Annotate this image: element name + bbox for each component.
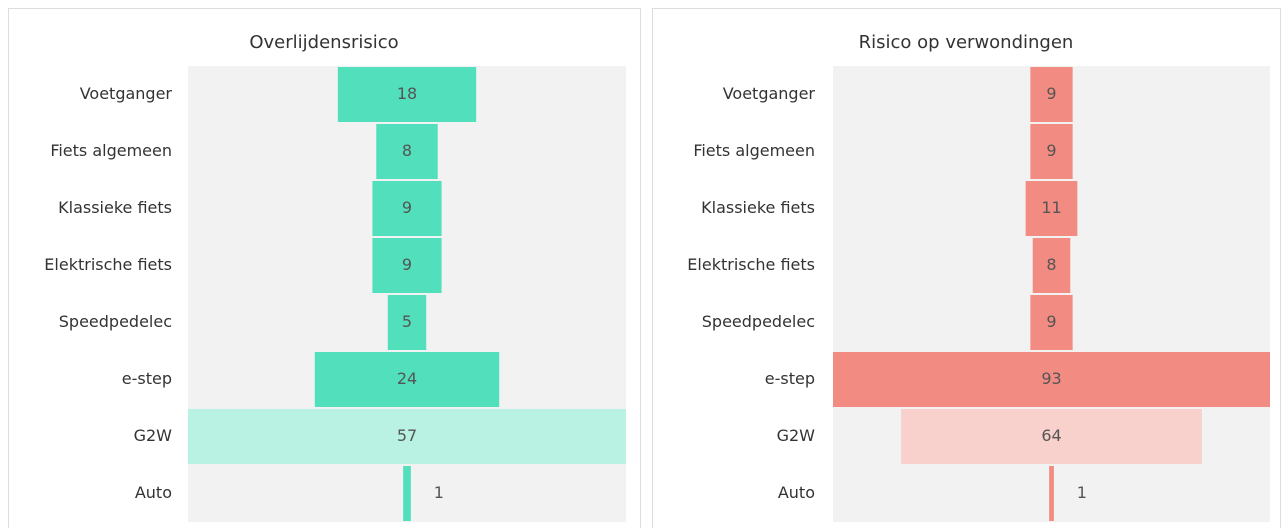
category-label: Voetganger xyxy=(723,84,816,103)
value-label: 18 xyxy=(397,84,417,103)
funnel-bar xyxy=(833,352,1270,407)
funnel-bar xyxy=(1032,238,1071,293)
category-label: Auto xyxy=(135,483,172,502)
category-label: Speedpedelec xyxy=(59,312,172,331)
value-label: 1 xyxy=(434,483,444,502)
category-label: Klassieke fiets xyxy=(701,198,815,217)
chart-title: Risico op verwondingen xyxy=(859,32,1074,53)
funnel-bar xyxy=(372,238,442,293)
value-label: 24 xyxy=(397,369,417,388)
value-label: 1 xyxy=(1077,483,1087,502)
category-label: Speedpedelec xyxy=(702,312,815,331)
funnel-bar xyxy=(1030,67,1073,122)
value-label: 5 xyxy=(402,312,412,331)
funnel-bar xyxy=(1049,466,1054,521)
value-label: 9 xyxy=(402,255,412,274)
category-label: e-step xyxy=(765,369,815,388)
funnel-bar xyxy=(337,67,477,122)
value-label: 9 xyxy=(402,198,412,217)
funnel-bar xyxy=(314,352,500,407)
category-label: Auto xyxy=(778,483,815,502)
panel-border xyxy=(652,8,1281,532)
category-label: Elektrische fiets xyxy=(44,255,172,274)
value-label: 9 xyxy=(1046,141,1056,160)
value-label: 9 xyxy=(1046,84,1056,103)
funnel-bar xyxy=(403,466,411,521)
funnel-bar xyxy=(387,295,427,350)
category-label: Elektrische fiets xyxy=(687,255,815,274)
funnel-bar xyxy=(376,124,438,179)
value-label: 57 xyxy=(397,426,417,445)
funnel-bar xyxy=(372,181,442,236)
chart-title: Overlijdensrisico xyxy=(249,32,398,53)
category-label: G2W xyxy=(777,426,816,445)
panel-border xyxy=(8,8,641,532)
funnel-bar xyxy=(188,409,626,464)
category-label: Fiets algemeen xyxy=(693,141,815,160)
funnel-bar xyxy=(1030,124,1073,179)
value-label: 9 xyxy=(1046,312,1056,331)
funnel-bar xyxy=(901,409,1202,464)
category-label: e-step xyxy=(122,369,172,388)
value-label: 8 xyxy=(402,141,412,160)
category-label: G2W xyxy=(134,426,173,445)
value-label: 93 xyxy=(1041,369,1061,388)
value-label: 8 xyxy=(1046,255,1056,274)
category-label: Klassieke fiets xyxy=(58,198,172,217)
funnel-bar xyxy=(1025,181,1078,236)
value-label: 64 xyxy=(1041,426,1061,445)
value-label: 11 xyxy=(1041,198,1061,217)
category-label: Voetganger xyxy=(80,84,173,103)
category-label: Fiets algemeen xyxy=(50,141,172,160)
funnel-bar xyxy=(1030,295,1073,350)
